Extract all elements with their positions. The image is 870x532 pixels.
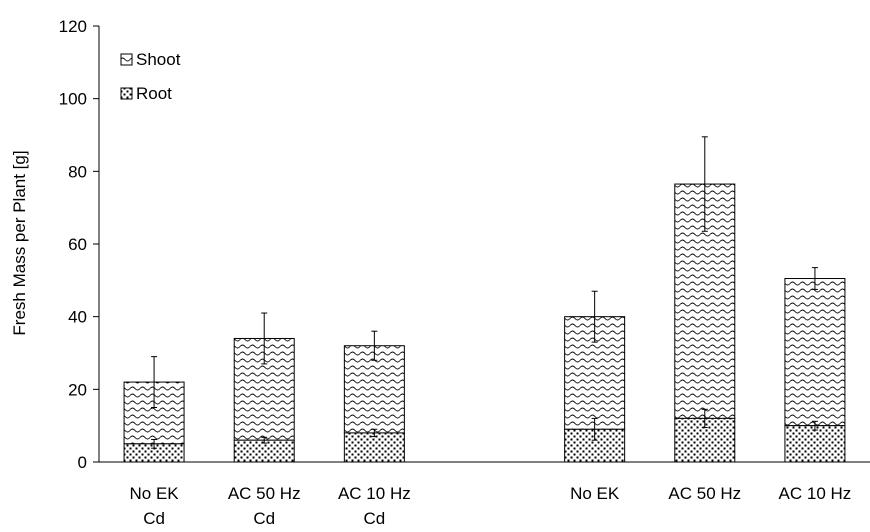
legend-label-root: Root (136, 84, 172, 103)
y-tick-label: 60 (68, 235, 87, 254)
x-tick-label: AC 10 Hz Cd (338, 484, 411, 528)
y-tick-label: 20 (68, 380, 87, 399)
legend-swatch-root (120, 87, 133, 100)
y-axis-label: Fresh Mass per Plant [g] (10, 150, 29, 335)
y-axis-ticks: 0 20 40 60 80 100 120 (59, 17, 99, 472)
y-tick-label: 80 (68, 162, 87, 181)
legend-swatch-shoot (120, 53, 133, 66)
x-tick-label: AC 50 Hz Cd (228, 484, 301, 528)
x-tick-label: No EK Cd (130, 484, 180, 528)
y-tick-label: 100 (59, 90, 87, 109)
legend: Shoot Root (120, 50, 181, 103)
bar-root (343, 432, 405, 463)
y-tick-label: 120 (59, 17, 87, 36)
y-tick-label: 40 (68, 308, 87, 327)
bar-root (784, 425, 846, 463)
y-tick-label: 0 (78, 453, 87, 472)
legend-label-shoot: Shoot (136, 50, 181, 69)
x-tick-label: AC 50 Hz (668, 484, 741, 503)
x-tick-label: AC 10 Hz (779, 484, 852, 503)
x-tick-label: No EK (570, 484, 620, 503)
bars-group (123, 183, 846, 463)
bar-shoot (784, 278, 846, 427)
x-tick-labels: No EK Cd AC 50 Hz Cd AC 10 Hz Cd No EK AC 50 Hz… (130, 484, 852, 528)
error-bars-group (151, 136, 818, 449)
